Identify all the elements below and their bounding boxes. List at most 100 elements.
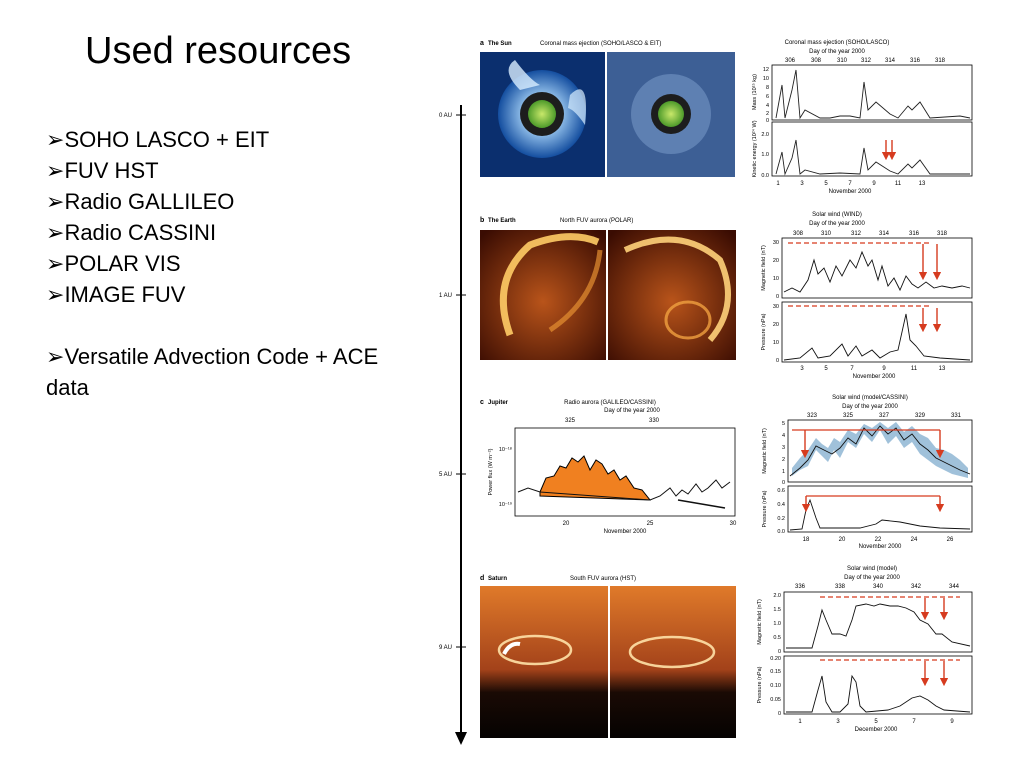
panel-d-xlabel: December 2000: [855, 727, 898, 733]
svg-text:0.2: 0.2: [777, 516, 785, 522]
axis-label-5au: 5 AU: [439, 472, 452, 478]
svg-text:342: 342: [911, 584, 922, 590]
svg-text:22: 22: [875, 537, 882, 543]
panel-d-letter: d: [480, 575, 484, 582]
svg-text:5: 5: [824, 181, 828, 187]
svg-text:0: 0: [776, 358, 779, 364]
svg-text:318: 318: [937, 231, 948, 237]
panel-d-caption: South FUV aurora (HST): [570, 576, 636, 582]
bullet-text: Radio GALLILEO: [64, 189, 235, 214]
panel-b-top-ticks: 308 310 312 314 316 318: [793, 231, 948, 237]
panel-a-plot-title: Coronal mass ejection (SOHO/LASCO): [785, 40, 890, 46]
axis-label-1au: 1 AU: [439, 293, 452, 299]
svg-text:9: 9: [872, 181, 876, 187]
bullet-arrow-icon: ➢: [46, 251, 65, 276]
panel-d-yticks-1: 2.0 1.5 1.0 0.5 0: [773, 593, 781, 655]
svg-text:312: 312: [851, 231, 862, 237]
bullet-list: ➢SOHO LASCO + EIT ➢FUV HST ➢Radio GALLIL…: [46, 124, 406, 403]
panel-c-left-top-tick: 325: [565, 418, 576, 424]
panel-b-xlabel: November 2000: [853, 374, 896, 380]
bullet-item: ➢IMAGE FUV: [46, 279, 406, 310]
svg-text:3: 3: [800, 181, 804, 187]
svg-text:10: 10: [773, 276, 779, 282]
svg-text:0.5: 0.5: [773, 635, 781, 641]
svg-text:312: 312: [861, 58, 872, 64]
panel-b-ylabel-2: Pressure (nPa): [761, 313, 767, 350]
panel-c-name: Jupiter: [488, 400, 509, 406]
svg-text:0.15: 0.15: [770, 669, 781, 675]
panel-c-plot-title: Solar wind (model/CASSINI): [832, 395, 908, 401]
bullet-text: POLAR VIS: [64, 251, 181, 276]
bullet-item: ➢POLAR VIS: [46, 248, 406, 279]
svg-text:0: 0: [766, 118, 769, 124]
svg-text:0.4: 0.4: [777, 502, 785, 508]
svg-text:0.05: 0.05: [770, 697, 781, 703]
panel-c-radio-fill: [539, 455, 652, 501]
panel-d-yticks-2: 0.20 0.15 0.10 0.05 0: [770, 656, 781, 717]
panel-b-pressure-frame: [781, 301, 973, 363]
panel-a-bottom-ticks: 1 3 5 7 9 11 13: [776, 181, 926, 187]
svg-text:12: 12: [763, 67, 769, 73]
svg-text:5: 5: [782, 421, 785, 427]
bullet-arrow-icon: ➢: [46, 344, 65, 369]
svg-text:3: 3: [836, 719, 840, 725]
svg-text:13: 13: [919, 181, 926, 187]
panel-a-yticks-2: 2.0 1.0 0.0: [761, 132, 769, 179]
svg-text:4: 4: [766, 103, 769, 109]
svg-text:10: 10: [773, 340, 779, 346]
svg-text:1: 1: [776, 181, 780, 187]
svg-text:316: 316: [909, 231, 920, 237]
svg-text:310: 310: [837, 58, 848, 64]
svg-text:7: 7: [848, 181, 852, 187]
svg-text:20: 20: [563, 521, 570, 527]
panel-a-ylabel-1: Mass (10¹⁵ kg): [751, 74, 758, 110]
panel-a-name: The Sun: [488, 41, 512, 47]
svg-text:310: 310: [821, 231, 832, 237]
svg-text:308: 308: [811, 58, 822, 64]
panel-c-left-top-tick: 330: [649, 418, 660, 424]
svg-text:2.0: 2.0: [773, 593, 781, 599]
svg-text:314: 314: [885, 58, 896, 64]
panel-a-top-ticks: 306 308 310 312 314 316 318: [785, 58, 946, 64]
svg-text:3: 3: [800, 366, 804, 372]
panel-c-pressure-frame: [787, 485, 973, 533]
svg-text:7: 7: [850, 366, 854, 372]
svg-text:0: 0: [776, 294, 779, 300]
svg-text:2.0: 2.0: [761, 132, 769, 138]
panel-d-bottom-ticks: 1 3 5 7 9: [798, 719, 954, 725]
panel-c-left-ytick: 10⁻¹⁸: [499, 446, 512, 453]
panel-c-ylabel-1: Magnetic field (nT): [762, 428, 768, 474]
svg-text:7: 7: [912, 719, 916, 725]
bullet-text: FUV HST: [64, 158, 159, 183]
svg-text:1: 1: [782, 469, 785, 475]
panel-d-pressure-frame: [783, 655, 973, 715]
svg-text:340: 340: [873, 584, 884, 590]
panel-b-plot-title: Solar wind (WIND): [812, 212, 862, 218]
sun-image-right: [607, 52, 735, 177]
svg-text:1: 1: [798, 719, 802, 725]
panel-c-letter: c: [480, 399, 484, 406]
svg-text:344: 344: [949, 584, 960, 590]
svg-text:18: 18: [803, 537, 810, 543]
svg-text:325: 325: [843, 413, 854, 419]
panel-d-ylabel-1: Magnetic field (nT): [757, 599, 763, 645]
panel-d-field-frame: [783, 591, 973, 653]
svg-text:10: 10: [763, 76, 769, 82]
panel-a-top-axis-label: Day of the year 2000: [809, 49, 865, 55]
bullet-item: ➢Radio GALLILEO: [46, 186, 406, 217]
panel-c-left-title: Radio aurora (GALILEO/CASSINI): [564, 400, 656, 406]
panel-a-ylabel-2: Kinetic energy (10²⁴ W): [751, 120, 758, 177]
panel-b-ylabel-1: Magnetic field (nT): [761, 245, 767, 291]
svg-text:1.5: 1.5: [773, 607, 781, 613]
panel-b-yticks-2: 30 20 10 0: [773, 304, 779, 364]
svg-text:20: 20: [773, 258, 779, 264]
svg-text:314: 314: [879, 231, 890, 237]
bullet-arrow-icon: ➢: [46, 127, 65, 152]
panel-c-left-xlabel: November 2000: [604, 529, 647, 535]
svg-text:329: 329: [915, 413, 926, 419]
svg-text:11: 11: [895, 181, 902, 187]
panel-a-xlabel: November 2000: [829, 189, 872, 195]
panel-d-plot-title: Solar wind (model): [847, 566, 897, 572]
panel-a-energy-curve: [775, 139, 970, 176]
svg-text:24: 24: [911, 537, 918, 543]
